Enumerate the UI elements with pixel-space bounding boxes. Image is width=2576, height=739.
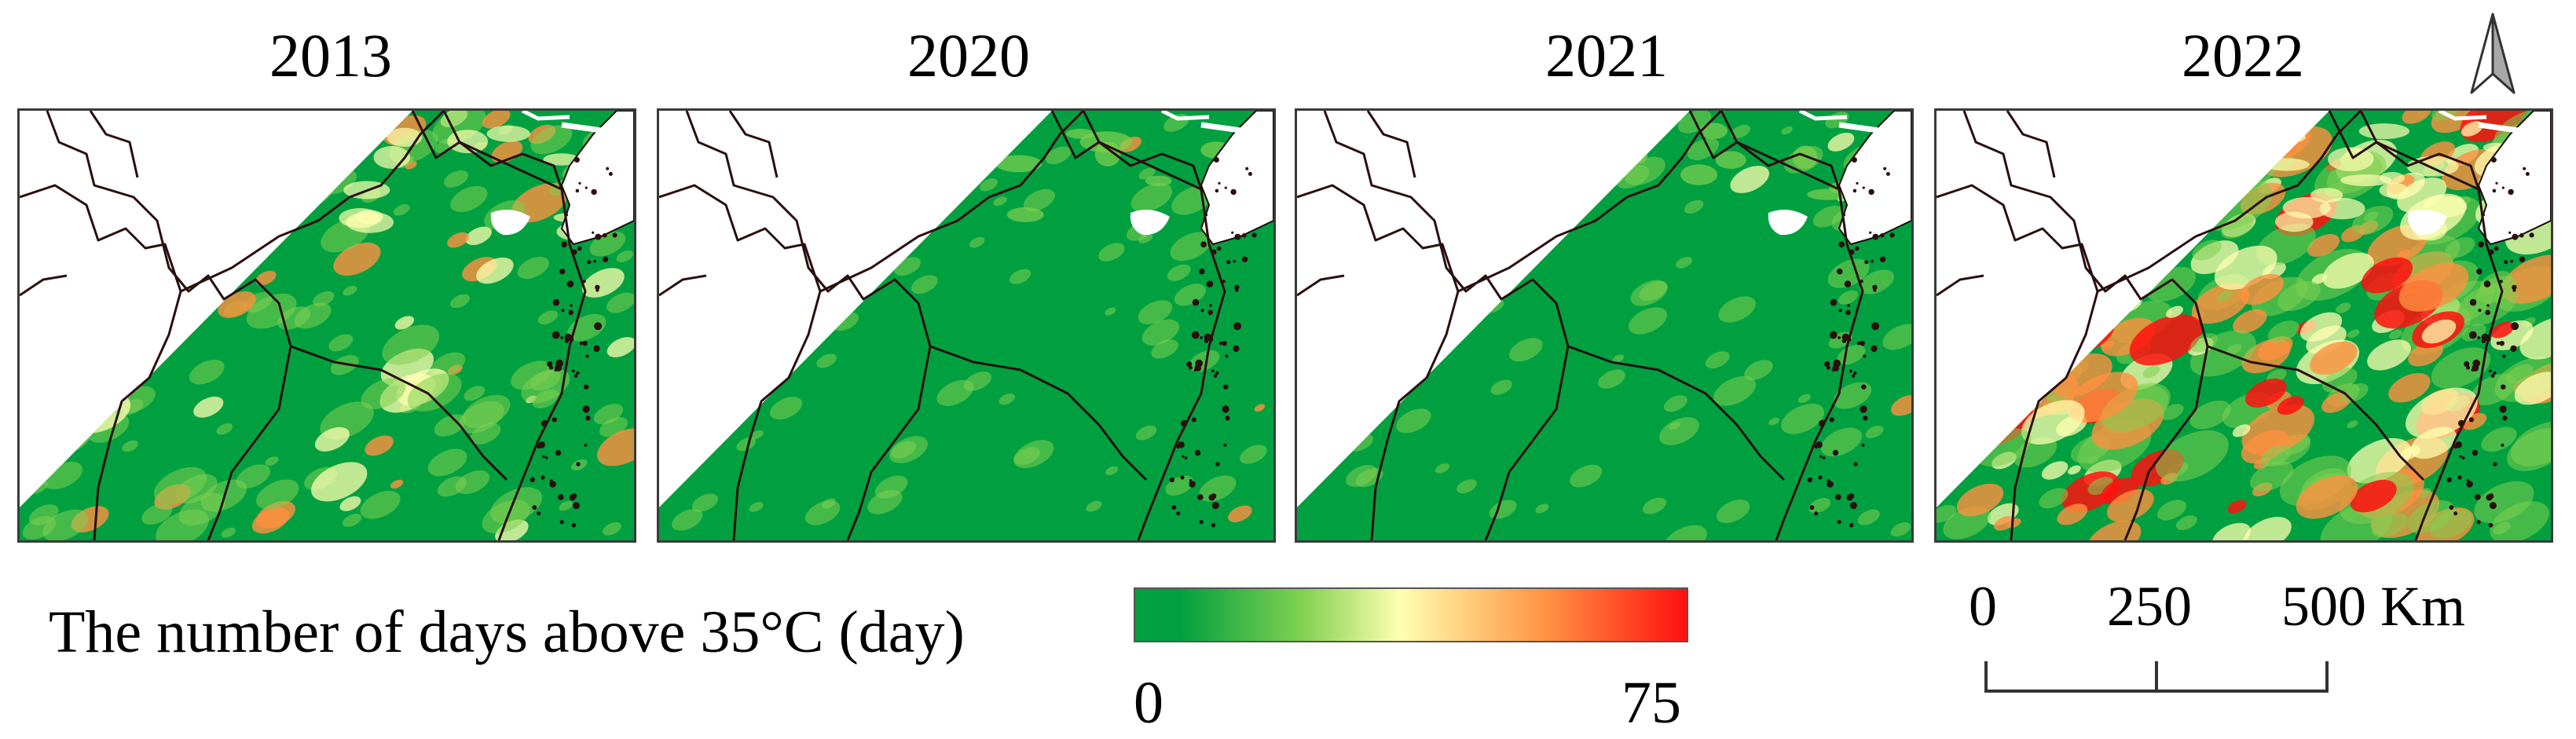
colorbar-min-label: 0 [1134,670,1163,736]
scale-label-250: 250 [2107,575,2192,638]
north-arrow-icon [2467,11,2519,96]
colorbar-max-label: 75 [1621,670,1681,736]
scale-label-0: 0 [1969,575,1997,638]
panel-title-2022: 2022 [2182,21,2304,90]
map-panel-2021 [1295,108,1914,543]
scale-bar [1980,657,2333,696]
scale-label-500: 500 Km [2281,575,2465,638]
map-panel-2013 [17,108,636,543]
panel-title-2021: 2021 [1545,21,1668,90]
colorbar [1134,587,1688,642]
map-panel-2020 [657,108,1276,543]
legend-title: The number of days above 35°C (day) [49,599,965,665]
map-panel-2022 [1934,108,2553,543]
panel-title-2020: 2020 [907,21,1030,90]
panel-title-2013: 2013 [269,21,392,90]
